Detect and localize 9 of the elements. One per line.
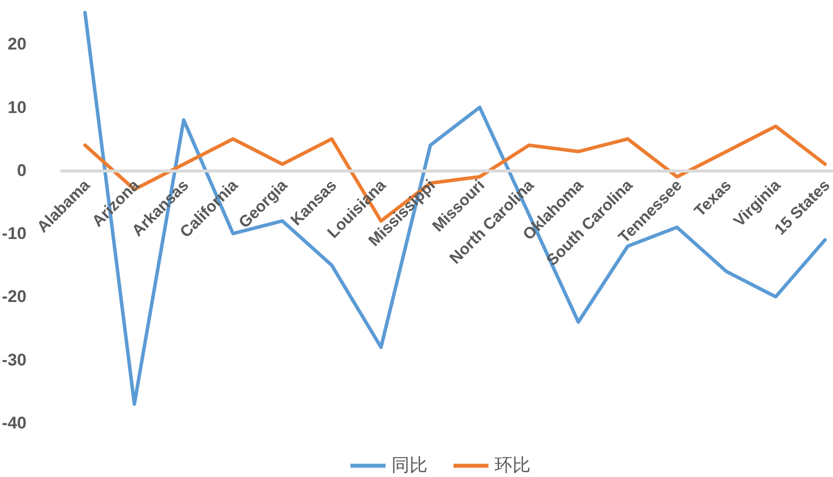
y-tick-label: -10 (2, 224, 26, 244)
legend-label: 环比 (494, 454, 530, 476)
y-tick-label: 10 (8, 98, 26, 117)
y-tick-label: -20 (2, 287, 26, 306)
y-tick-label: -30 (2, 350, 26, 370)
y-tick-label: -40 (2, 414, 26, 432)
y-tick-label: 0 (17, 160, 26, 180)
legend-label: 同比 (392, 454, 428, 476)
y-tick-label: 20 (8, 34, 26, 54)
